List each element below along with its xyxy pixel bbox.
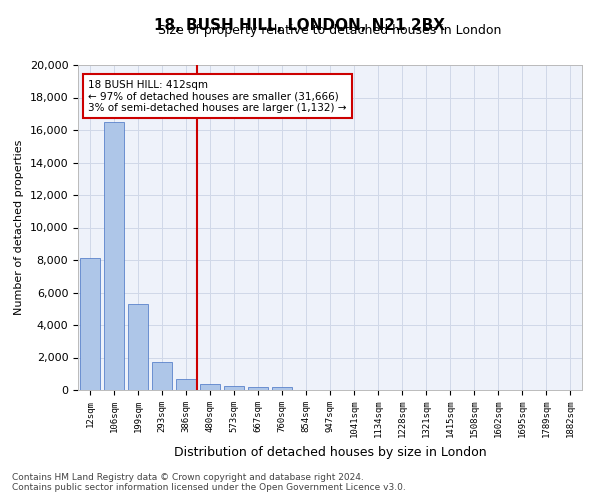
Text: 18, BUSH HILL, LONDON, N21 2BX: 18, BUSH HILL, LONDON, N21 2BX xyxy=(155,18,445,32)
Bar xyxy=(128,304,148,390)
Bar xyxy=(104,122,124,390)
Bar xyxy=(200,384,220,390)
Text: 18 BUSH HILL: 412sqm
← 97% of detached houses are smaller (31,666)
3% of semi-de: 18 BUSH HILL: 412sqm ← 97% of detached h… xyxy=(88,80,347,113)
Bar xyxy=(80,258,100,390)
Bar xyxy=(176,378,196,390)
Bar xyxy=(272,387,292,390)
Y-axis label: Number of detached properties: Number of detached properties xyxy=(14,140,24,315)
Text: Contains public sector information licensed under the Open Government Licence v3: Contains public sector information licen… xyxy=(12,484,406,492)
Bar xyxy=(224,386,244,390)
Text: Contains HM Land Registry data © Crown copyright and database right 2024.: Contains HM Land Registry data © Crown c… xyxy=(12,474,364,482)
Bar xyxy=(248,386,268,390)
Bar xyxy=(152,362,172,390)
Title: Size of property relative to detached houses in London: Size of property relative to detached ho… xyxy=(158,24,502,38)
X-axis label: Distribution of detached houses by size in London: Distribution of detached houses by size … xyxy=(173,446,487,458)
